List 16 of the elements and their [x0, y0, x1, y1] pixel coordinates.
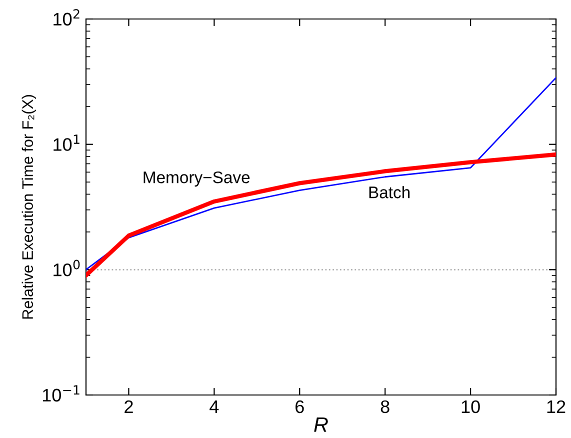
x-axis-title: R: [314, 417, 328, 432]
line-series: [86, 77, 556, 270]
series-label: Memory−Save: [144, 171, 250, 187]
series-label: Batch: [369, 186, 410, 198]
x-tick-label: 10: [462, 400, 480, 414]
x-tick-label: 8: [380, 400, 390, 414]
y-tick-label: 10$^{1}$: [54, 134, 80, 151]
x-tick-label: 12: [547, 400, 566, 413]
line-series: [86, 152, 556, 278]
y-tick-label: 10$^{−1}$: [42, 385, 80, 402]
y-tick-label: 10$^{0}$: [54, 260, 80, 276]
y-axis-title: Relative Execution Time for F₂(X): [22, 95, 36, 319]
x-tick-label: 6: [296, 400, 304, 414]
x-tick-label: 4: [210, 400, 219, 413]
y-tick-label: 10$^{2}$: [54, 9, 80, 26]
x-tick-label: 2: [124, 400, 133, 413]
